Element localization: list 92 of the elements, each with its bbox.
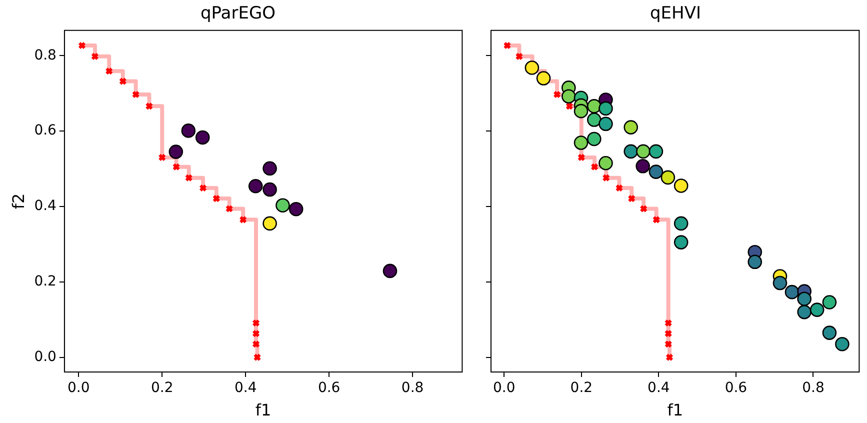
point — [624, 144, 638, 159]
y-tick-label: 0.2 — [34, 274, 56, 290]
point — [239, 216, 248, 224]
point — [212, 194, 220, 203]
point — [664, 340, 672, 348]
x-tick-label: 0.6 — [724, 380, 748, 396]
x-axis-title: f1 — [255, 400, 272, 420]
point — [598, 116, 613, 132]
chart-title: qParEGO — [200, 4, 276, 24]
point — [598, 101, 613, 116]
point — [587, 99, 602, 114]
x-tick-label: 0.0 — [68, 380, 90, 396]
point — [748, 254, 762, 270]
point — [252, 330, 260, 338]
point — [553, 90, 562, 98]
x-tick-label: 0.6 — [318, 380, 340, 396]
x-axis-title: f1 — [667, 400, 684, 420]
point — [248, 178, 263, 194]
point — [184, 174, 193, 182]
point — [648, 164, 664, 179]
point — [810, 302, 824, 317]
point — [181, 124, 196, 138]
y-tick-label: 0.0 — [34, 348, 56, 365]
point — [666, 353, 674, 362]
point — [288, 202, 304, 216]
point — [648, 144, 664, 159]
y-axis-title: f2 — [8, 193, 28, 210]
point — [262, 161, 277, 176]
point — [262, 216, 277, 231]
point — [674, 178, 688, 193]
point — [636, 158, 650, 174]
point — [145, 102, 154, 110]
point — [602, 174, 610, 182]
point — [168, 144, 184, 159]
x-tick-label: 0.0 — [493, 380, 516, 396]
point — [797, 304, 812, 320]
point — [158, 153, 166, 162]
point — [615, 184, 624, 192]
point — [195, 130, 210, 145]
point — [624, 120, 638, 134]
point — [199, 184, 207, 192]
point — [822, 295, 837, 310]
point — [664, 319, 672, 327]
point — [590, 162, 599, 171]
y-tick-label: 0.6 — [34, 122, 57, 139]
point — [587, 132, 602, 146]
point — [652, 216, 660, 224]
point — [252, 340, 260, 348]
point — [835, 336, 850, 352]
point — [132, 90, 140, 98]
point — [772, 276, 788, 290]
point — [562, 89, 576, 104]
x-tick-label: 0.2 — [570, 380, 593, 396]
point — [660, 170, 676, 185]
point — [536, 71, 551, 86]
point — [172, 162, 180, 171]
point — [515, 52, 524, 60]
point — [598, 156, 613, 170]
x-tick-label: 0.2 — [150, 380, 174, 396]
point — [90, 52, 99, 60]
point — [636, 144, 650, 159]
point — [252, 319, 260, 327]
chart-title: qEHVI — [650, 4, 701, 24]
point — [105, 67, 114, 76]
x-tick-label: 0.4 — [648, 380, 670, 396]
point — [674, 235, 688, 250]
point — [797, 292, 812, 306]
point — [382, 264, 398, 278]
point — [262, 182, 277, 197]
point — [524, 60, 540, 75]
point — [577, 153, 586, 162]
y-tick-label: 0.8 — [34, 47, 56, 64]
point — [276, 198, 290, 212]
y-tick-label: 0.4 — [34, 198, 57, 214]
point — [565, 102, 574, 110]
point — [587, 112, 602, 127]
point — [225, 204, 234, 213]
point — [78, 42, 86, 50]
x-tick-label: 0.4 — [234, 380, 257, 396]
point — [574, 104, 588, 118]
point — [253, 353, 262, 362]
point — [822, 326, 837, 340]
point — [664, 330, 672, 338]
x-tick-label: 0.8 — [401, 380, 424, 396]
point — [574, 136, 588, 150]
point — [628, 194, 636, 203]
x-tick-label: 0.8 — [802, 380, 824, 396]
point — [118, 77, 127, 86]
point — [503, 42, 512, 50]
point — [784, 284, 800, 300]
point — [640, 204, 648, 213]
point — [674, 216, 688, 231]
